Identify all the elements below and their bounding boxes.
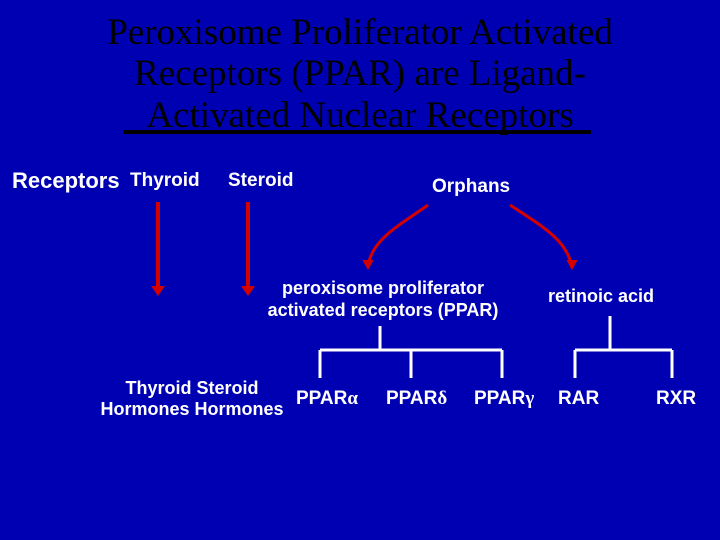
title-line-1: Peroxisome Proliferator Activated bbox=[107, 12, 613, 53]
hormones-label: Thyroid Steroid Hormones Hormones bbox=[92, 378, 292, 420]
ppar-gamma: PPARγ bbox=[474, 388, 534, 410]
gamma-glyph: γ bbox=[525, 388, 534, 409]
pre: PPAR bbox=[296, 388, 347, 409]
rar-label: RAR bbox=[558, 388, 599, 410]
delta-glyph: δ bbox=[437, 388, 447, 409]
retinoic-acid-label: retinoic acid bbox=[548, 286, 688, 307]
alpha-glyph: α bbox=[347, 388, 358, 409]
label-thyroid: Thyroid bbox=[130, 170, 200, 192]
pre: PPAR bbox=[474, 388, 525, 409]
ppar-alpha: PPARα bbox=[296, 388, 358, 410]
hormones-l2: Hormones Hormones bbox=[100, 399, 283, 419]
title-underline bbox=[123, 130, 591, 134]
ppar-desc-l1: peroxisome proliferator bbox=[282, 278, 484, 298]
ppar-delta: PPARδ bbox=[386, 388, 447, 410]
label-receptors: Receptors bbox=[12, 168, 120, 194]
title-line-2: Receptors (PPAR) are Ligand- bbox=[134, 53, 586, 94]
rxr-label: RXR bbox=[656, 388, 696, 410]
label-steroid: Steroid bbox=[228, 170, 293, 192]
hormones-l1: Thyroid Steroid bbox=[125, 378, 258, 398]
label-orphans: Orphans bbox=[432, 176, 510, 198]
slide-title: Peroxisome Proliferator Activated Recept… bbox=[0, 12, 720, 136]
pre: PPAR bbox=[386, 388, 437, 409]
ppar-description: peroxisome proliferator activated recept… bbox=[253, 278, 513, 321]
ppar-desc-l2: activated receptors (PPAR) bbox=[268, 300, 499, 320]
